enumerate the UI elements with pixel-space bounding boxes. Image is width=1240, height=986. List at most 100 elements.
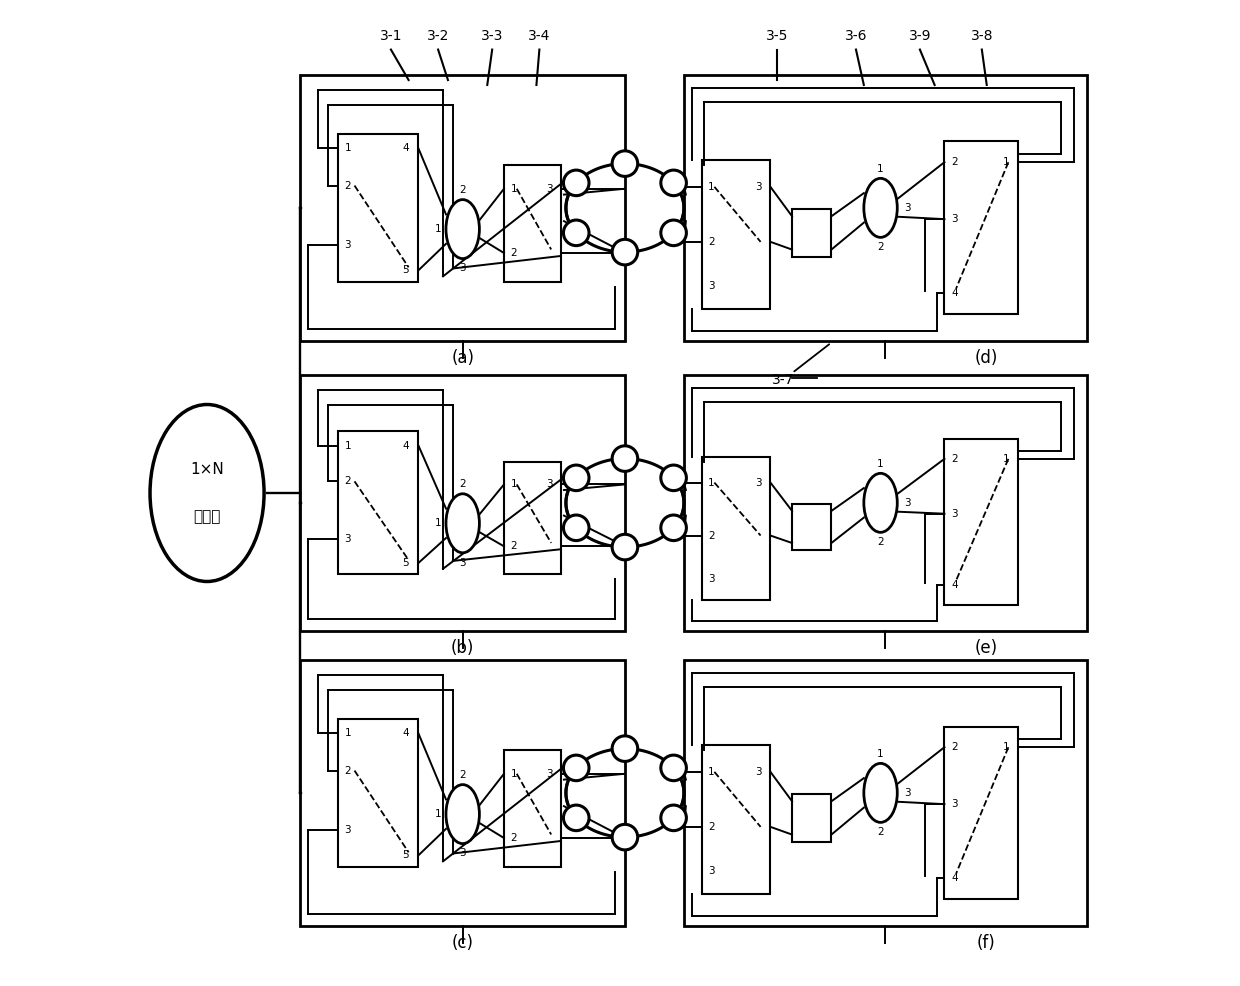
Text: (e): (e) <box>975 639 998 658</box>
Circle shape <box>613 824 637 850</box>
Ellipse shape <box>150 404 264 582</box>
Bar <box>337 431 418 575</box>
Bar <box>792 209 831 256</box>
Text: 3: 3 <box>951 214 957 224</box>
Text: (a): (a) <box>451 349 474 368</box>
Text: 1: 1 <box>1003 742 1009 752</box>
Text: 3: 3 <box>755 767 761 777</box>
Text: 5: 5 <box>402 558 409 568</box>
Circle shape <box>613 534 637 560</box>
Text: 3-5: 3-5 <box>766 29 789 42</box>
Circle shape <box>661 465 687 491</box>
Text: 1: 1 <box>708 181 714 192</box>
Circle shape <box>661 755 687 781</box>
Text: 1: 1 <box>345 729 351 739</box>
Text: 1: 1 <box>877 164 884 174</box>
Circle shape <box>563 515 589 540</box>
Bar <box>702 745 770 893</box>
Text: 1: 1 <box>708 767 714 777</box>
Text: 1: 1 <box>435 810 441 819</box>
Text: 3: 3 <box>755 181 761 192</box>
Text: 3: 3 <box>345 533 351 543</box>
Circle shape <box>563 755 589 781</box>
Text: 1: 1 <box>1003 157 1009 168</box>
Text: 1: 1 <box>1003 454 1009 463</box>
Circle shape <box>661 806 687 830</box>
Text: 2: 2 <box>511 248 517 258</box>
Text: 2: 2 <box>345 765 351 776</box>
Ellipse shape <box>864 178 898 238</box>
Circle shape <box>613 736 637 761</box>
Text: 4: 4 <box>951 580 957 591</box>
Text: 1: 1 <box>708 477 714 488</box>
Bar <box>702 160 770 309</box>
Text: 1: 1 <box>511 479 517 489</box>
Bar <box>337 719 418 868</box>
Bar <box>684 75 1087 340</box>
Text: 3: 3 <box>951 509 957 519</box>
Ellipse shape <box>446 785 480 844</box>
Bar <box>945 439 1018 605</box>
Text: 4: 4 <box>402 729 409 739</box>
Text: 3-1: 3-1 <box>379 29 402 42</box>
Text: 2: 2 <box>877 827 884 837</box>
Text: 3-9: 3-9 <box>909 29 931 42</box>
Text: 3: 3 <box>951 800 957 810</box>
Text: 3: 3 <box>904 498 910 508</box>
Text: 3: 3 <box>459 558 466 568</box>
Text: 2: 2 <box>511 833 517 843</box>
Bar <box>792 504 831 550</box>
Text: 3: 3 <box>904 788 910 798</box>
Text: 2: 2 <box>708 530 714 540</box>
Text: (c): (c) <box>451 935 474 952</box>
Text: 1×N: 1×N <box>190 461 224 477</box>
Text: 2: 2 <box>459 479 466 489</box>
Text: 3-3: 3-3 <box>481 29 503 42</box>
Text: 2: 2 <box>459 770 466 780</box>
Circle shape <box>613 240 637 265</box>
Text: 1: 1 <box>435 224 441 234</box>
Text: 2: 2 <box>345 180 351 190</box>
Text: 3: 3 <box>546 479 553 489</box>
Bar <box>945 727 1018 899</box>
Text: (b): (b) <box>451 639 475 658</box>
Circle shape <box>563 220 589 246</box>
Circle shape <box>661 515 687 540</box>
Text: 1: 1 <box>511 183 517 194</box>
Text: 2: 2 <box>877 537 884 547</box>
Bar <box>503 750 560 868</box>
Text: 2: 2 <box>708 822 714 832</box>
Text: 3: 3 <box>546 183 553 194</box>
Text: 2: 2 <box>877 243 884 252</box>
Bar <box>702 457 770 599</box>
Bar <box>337 133 418 282</box>
Circle shape <box>613 446 637 471</box>
Text: 2: 2 <box>708 237 714 246</box>
Text: 1: 1 <box>877 458 884 468</box>
Text: 4: 4 <box>402 441 409 451</box>
Text: 3-7: 3-7 <box>773 373 795 387</box>
Text: 1: 1 <box>345 143 351 154</box>
Text: 2: 2 <box>951 454 957 463</box>
Text: 2: 2 <box>459 184 466 195</box>
Ellipse shape <box>864 473 898 532</box>
Bar <box>684 661 1087 926</box>
Text: (f): (f) <box>977 935 996 952</box>
Text: 5: 5 <box>402 850 409 861</box>
Bar <box>300 75 625 340</box>
Text: 2: 2 <box>511 541 517 551</box>
Text: 3: 3 <box>904 203 910 213</box>
Ellipse shape <box>446 494 480 553</box>
Circle shape <box>563 806 589 830</box>
Text: 3-8: 3-8 <box>971 29 993 42</box>
Bar <box>684 375 1087 631</box>
Text: 3: 3 <box>345 825 351 835</box>
Text: 1: 1 <box>877 748 884 758</box>
Text: 3: 3 <box>708 281 714 292</box>
Bar <box>945 142 1018 315</box>
Text: 3: 3 <box>459 263 466 273</box>
Text: 3: 3 <box>708 867 714 877</box>
Text: 2: 2 <box>951 157 957 168</box>
Text: 3-6: 3-6 <box>844 29 867 42</box>
Text: 3-4: 3-4 <box>528 29 551 42</box>
